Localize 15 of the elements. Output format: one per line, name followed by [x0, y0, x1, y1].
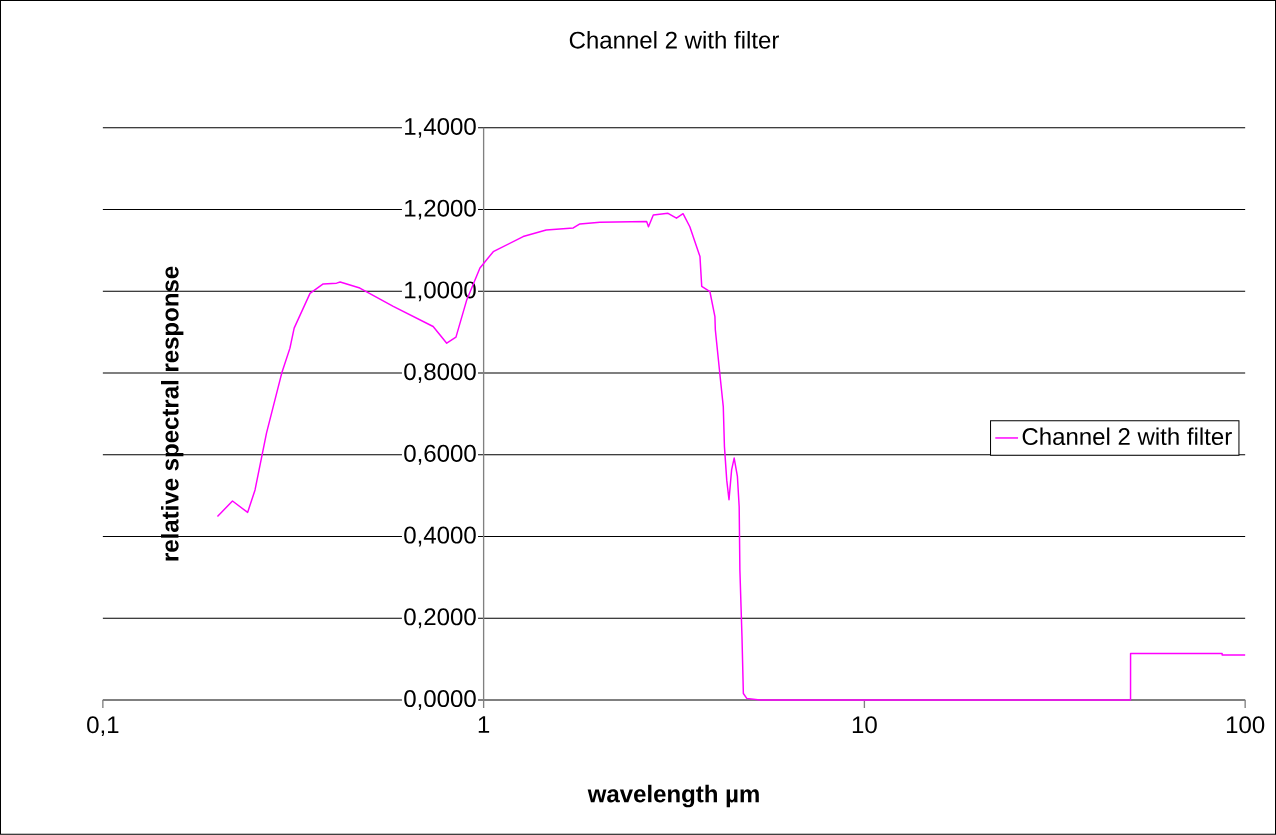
chart-title: Channel 2 with filter [569, 31, 779, 49]
y-tick-label: 0,2000 [404, 608, 476, 629]
y-tick-label: 0,0000 [404, 690, 476, 710]
y-tick-label: 0,4000 [404, 526, 476, 547]
x-tick-label: 100 [1226, 716, 1265, 734]
y-tick-label: 1,2000 [405, 199, 476, 220]
y-axis-title: relative spectral response [161, 266, 184, 561]
x-axis-title: wavelength µm [587, 784, 759, 808]
y-tick-label: 0,8000 [404, 363, 476, 384]
x-tick-label: 1 [478, 716, 490, 733]
legend-label: Channel 2 with filter [1022, 427, 1232, 446]
x-tick-label: 0,1 [87, 716, 119, 737]
y-tick-label: 1,4000 [405, 117, 476, 138]
x-tick-label: 10 [852, 716, 877, 734]
y-tick-label: 0,6000 [404, 444, 476, 465]
